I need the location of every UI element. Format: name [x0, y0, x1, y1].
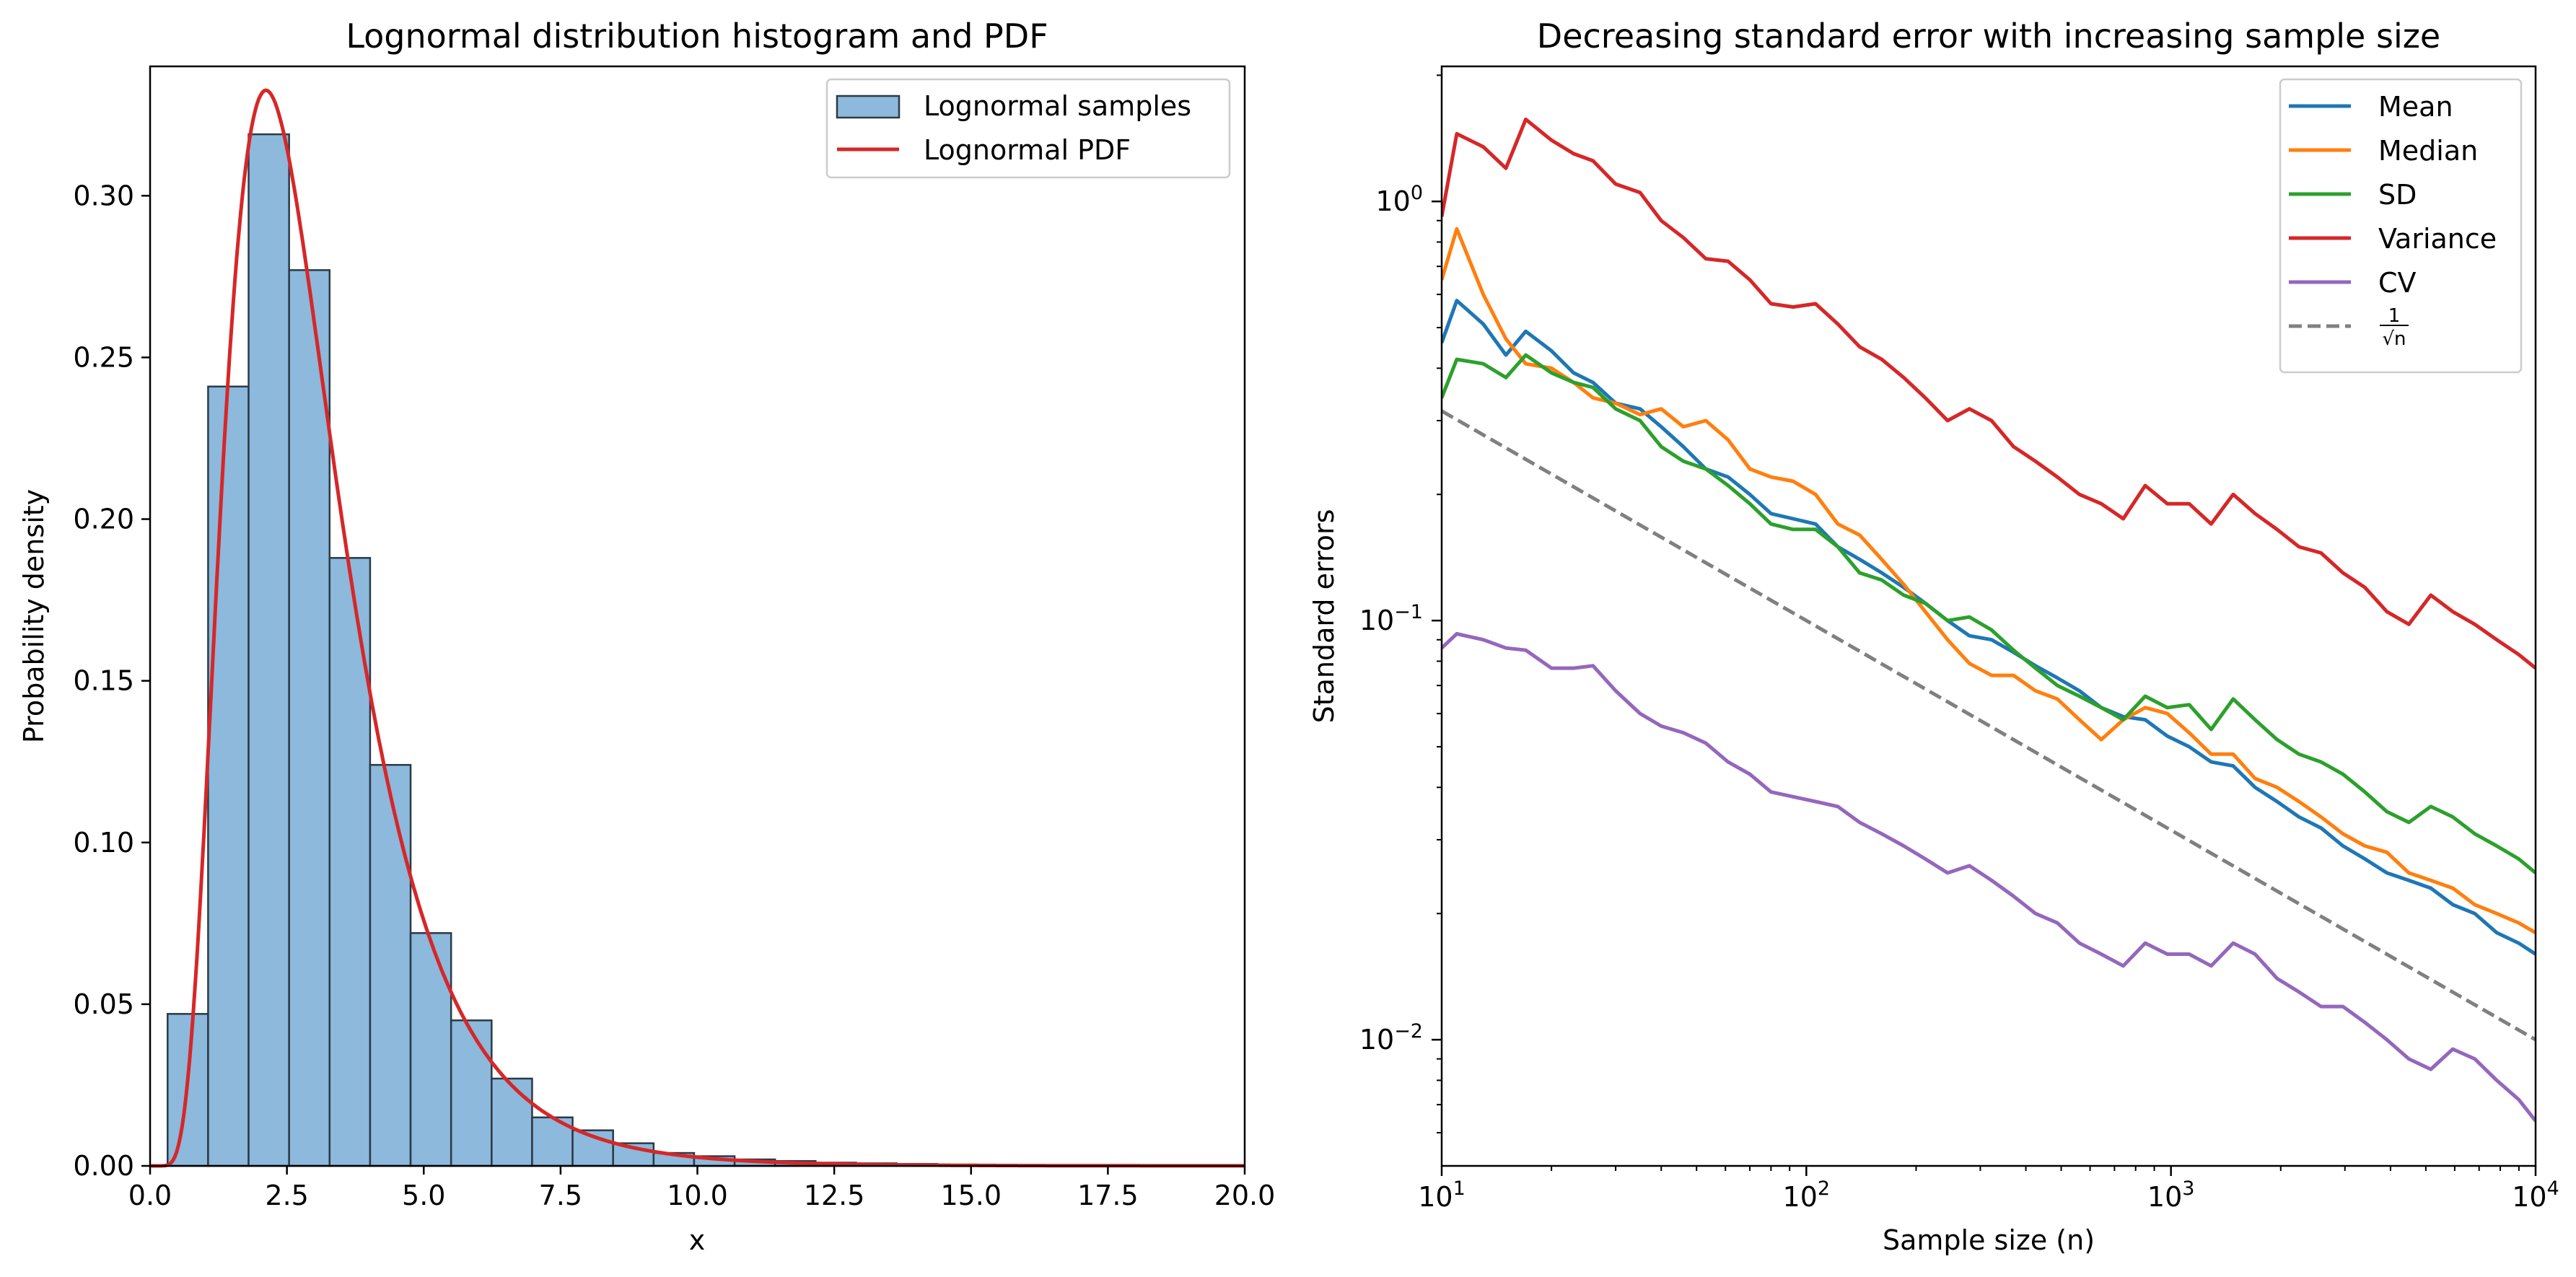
- x-tick-label: 101: [1418, 1177, 1466, 1213]
- x-axis-label: Sample size (n): [1883, 1224, 2095, 1256]
- chart-title: Decreasing standard error with increasin…: [1537, 17, 2440, 56]
- standard-error-chart: Decreasing standard error with increasin…: [1308, 17, 2559, 1256]
- series-line-reference: [1442, 409, 2536, 1042]
- legend-label-den: √n: [2382, 328, 2406, 350]
- x-tick-label: 15.0: [940, 1180, 1002, 1211]
- histogram-chart: Lognormal distribution histogram and PDF…: [18, 17, 1275, 1256]
- legend-swatch-histogram: [836, 95, 901, 119]
- legend-box: [2279, 78, 2523, 374]
- y-tick-label: 10−1: [1359, 601, 1423, 636]
- y-tick-label: 100: [1375, 182, 1423, 217]
- x-tick-label: 0.0: [128, 1180, 172, 1211]
- y-tick-label: 0.30: [73, 180, 134, 211]
- legend: Lognormal samples Lognormal PDF: [825, 78, 1231, 179]
- series-line-median: [1442, 227, 2536, 934]
- y-ticks: 10−2 10−1 100: [1359, 74, 1442, 1133]
- histogram-bar: [491, 1077, 533, 1167]
- series-line-sd: [1442, 353, 2536, 874]
- x-tick-label: 10.0: [667, 1180, 728, 1211]
- x-tick-label: 7.5: [539, 1180, 582, 1211]
- legend-label-pdf: Lognormal PDF: [924, 134, 1131, 166]
- x-tick-label: 2.5: [265, 1180, 308, 1211]
- y-tick-label: 0.00: [73, 1150, 134, 1182]
- series-line-variance: [1442, 117, 2536, 670]
- y-tick-label: 0.10: [73, 827, 134, 859]
- histogram-bars: [167, 133, 979, 1167]
- y-tick-label: 10−2: [1359, 1020, 1423, 1056]
- histogram-bar: [207, 385, 250, 1167]
- histogram-bar: [450, 1019, 493, 1167]
- legend-label: Variance: [2378, 223, 2497, 255]
- y-axis-label: Probability density: [18, 489, 50, 743]
- y-tick-label: 0.05: [73, 988, 134, 1020]
- x-axis-label: x: [689, 1224, 706, 1256]
- x-tick-label: 102: [1783, 1177, 1831, 1213]
- y-axis-label: Standard errors: [1308, 509, 1340, 724]
- y-tick-label: 0.25: [73, 341, 134, 373]
- x-ticks: 101 102 103 104: [1418, 1166, 2559, 1213]
- x-tick-label: 20.0: [1214, 1180, 1276, 1211]
- plot-frame: [1440, 65, 2537, 1167]
- x-tick-label: 17.5: [1077, 1180, 1139, 1211]
- x-tick-label: 104: [2512, 1177, 2559, 1213]
- series-lines: [1442, 117, 2536, 1123]
- x-tick-label: 103: [2147, 1177, 2195, 1213]
- x-ticks: 0.0 2.5 5.0 7.5 10.0 12.5 15.0 17.5 20.0: [128, 1166, 1276, 1211]
- histogram-bar: [409, 932, 452, 1167]
- series-line-cv: [1442, 632, 2536, 1123]
- y-ticks: 0.00 0.05 0.10 0.15 0.20 0.25 0.30: [73, 180, 150, 1182]
- y-tick-label: 0.15: [73, 665, 134, 697]
- y-tick-label: 0.20: [73, 504, 134, 535]
- x-tick-label: 12.5: [804, 1180, 865, 1211]
- legend-label: CV: [2378, 267, 2417, 299]
- histogram-bar: [288, 269, 331, 1167]
- legend-label-histogram: Lognormal samples: [924, 90, 1191, 122]
- legend-label: SD: [2378, 179, 2417, 211]
- histogram-bar: [369, 763, 412, 1167]
- legend: Mean Median SD Variance CV 1√n: [2279, 78, 2523, 374]
- legend-box: [825, 78, 1231, 179]
- legend-label: Median: [2378, 135, 2478, 167]
- legend-label: Mean: [2378, 91, 2453, 123]
- x-tick-label: 5.0: [402, 1180, 445, 1211]
- legend-label-num: 1: [2388, 305, 2401, 327]
- chart-title: Lognormal distribution histogram and PDF: [346, 17, 1048, 56]
- histogram-bar: [247, 133, 290, 1167]
